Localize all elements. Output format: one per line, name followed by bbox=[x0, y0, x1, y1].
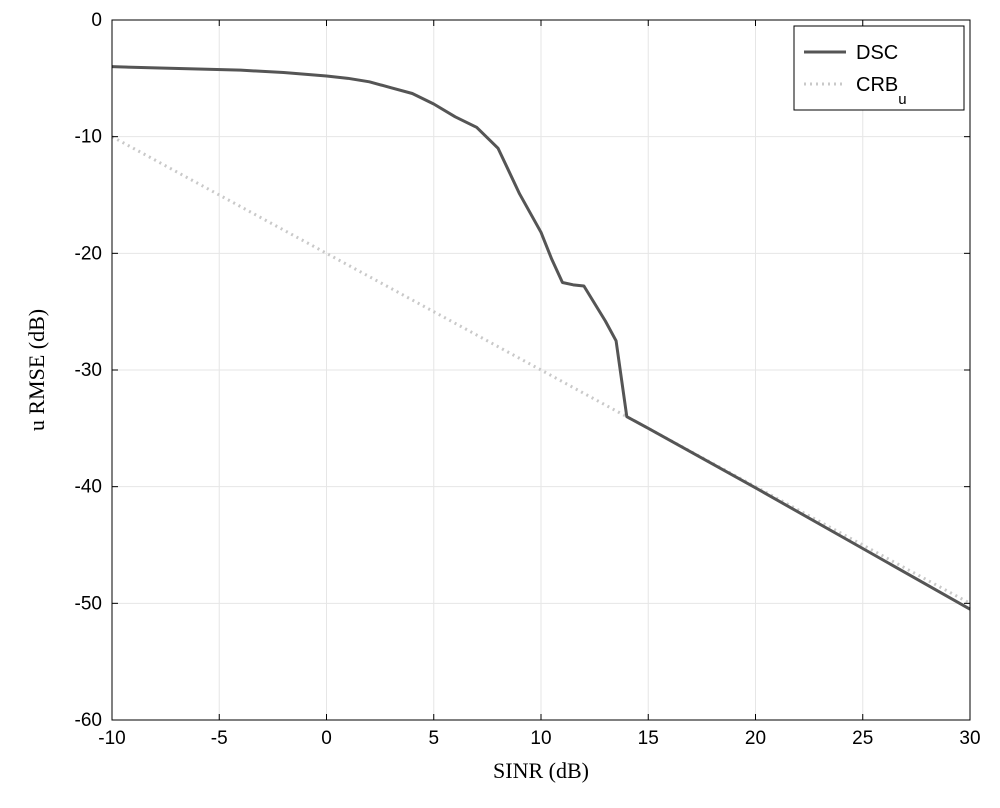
y-tick-label: -10 bbox=[75, 127, 102, 148]
x-tick-label: 25 bbox=[852, 728, 873, 749]
x-tick-label: 30 bbox=[959, 728, 980, 749]
chart-container: -10-5051015202530-60-50-40-30-20-100SINR… bbox=[0, 0, 1000, 808]
x-tick-label: 15 bbox=[638, 728, 659, 749]
legend: DSCCRBu bbox=[794, 26, 964, 110]
x-tick-label: 20 bbox=[745, 728, 766, 749]
x-tick-label: 0 bbox=[321, 728, 332, 749]
x-tick-label: -5 bbox=[211, 728, 228, 749]
legend-label: DSC bbox=[856, 42, 898, 64]
x-axis-label: SINR (dB) bbox=[493, 758, 589, 783]
y-tick-label: -40 bbox=[75, 477, 102, 498]
x-tick-label: 10 bbox=[530, 728, 551, 749]
y-tick-label: -30 bbox=[75, 360, 102, 381]
y-tick-label: -20 bbox=[75, 243, 102, 264]
y-tick-label: -50 bbox=[75, 593, 102, 614]
x-tick-label: 5 bbox=[428, 728, 439, 749]
y-tick-label: 0 bbox=[91, 10, 102, 31]
x-tick-label: -10 bbox=[98, 728, 125, 749]
y-axis-label: u RMSE (dB) bbox=[24, 309, 49, 431]
y-tick-label: -60 bbox=[75, 710, 102, 731]
rmse-vs-sinr-chart: -10-5051015202530-60-50-40-30-20-100SINR… bbox=[0, 0, 1000, 808]
